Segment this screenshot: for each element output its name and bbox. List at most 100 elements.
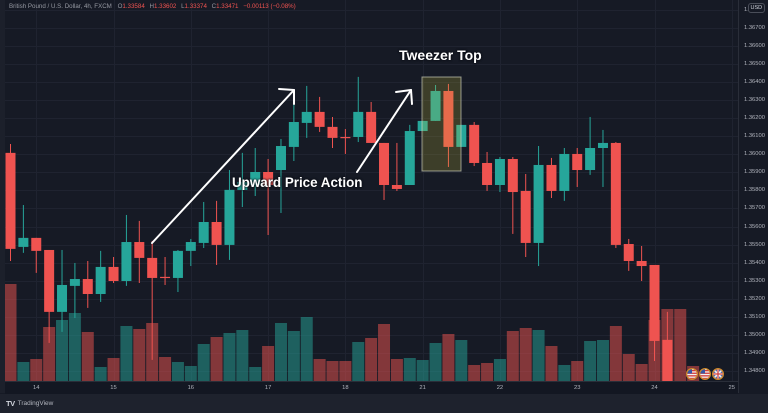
volume-bar <box>455 340 468 381</box>
volume-bar <box>197 344 210 381</box>
candle[interactable] <box>366 101 377 143</box>
candle[interactable] <box>443 83 454 167</box>
candle[interactable] <box>69 262 80 319</box>
candle[interactable] <box>585 116 596 175</box>
candle[interactable] <box>391 142 402 191</box>
us-flag-icon[interactable] <box>685 368 698 381</box>
uk-flag-icon[interactable] <box>711 368 724 381</box>
candle-body <box>18 237 29 247</box>
candle[interactable] <box>507 157 518 234</box>
candle[interactable] <box>147 240 158 360</box>
uptrend-arrow-2[interactable] <box>356 89 413 173</box>
candle[interactable] <box>430 85 441 121</box>
candle[interactable] <box>469 122 480 167</box>
candle[interactable] <box>5 144 16 261</box>
candle[interactable] <box>263 159 274 235</box>
candle[interactable] <box>379 142 390 200</box>
candle[interactable] <box>597 129 608 187</box>
candle[interactable] <box>82 260 93 308</box>
volume-bar <box>184 366 197 381</box>
candle[interactable] <box>275 138 286 213</box>
candle[interactable] <box>185 238 196 267</box>
candle[interactable] <box>353 76 364 143</box>
volume-bar <box>30 359 43 381</box>
upward-price-action-label[interactable]: Upward Price Action <box>232 175 363 190</box>
candle[interactable] <box>108 257 119 283</box>
candle[interactable] <box>44 249 55 343</box>
candle[interactable] <box>57 249 68 332</box>
candle[interactable] <box>340 129 351 154</box>
symbol-title[interactable]: British Pound / U.S. Dollar, 4h, FXCM <box>9 3 112 10</box>
symbol-legend[interactable]: British Pound / U.S. Dollar, 4h, FXCM O1… <box>9 3 296 11</box>
volume-bar <box>171 362 184 381</box>
candle[interactable] <box>404 124 415 185</box>
candle[interactable] <box>533 146 544 267</box>
candle-body <box>95 266 106 295</box>
volume-bar <box>622 354 635 381</box>
candle[interactable] <box>250 147 261 197</box>
tradingview-brand[interactable]: TV TradingView <box>6 399 53 408</box>
volume-bar <box>262 346 275 381</box>
candle[interactable] <box>610 142 621 248</box>
candle[interactable] <box>211 200 222 265</box>
candle[interactable] <box>520 173 531 258</box>
time-tick-label: 18 <box>342 385 349 391</box>
price-axis[interactable]: 1.34800 1.34900 1.35000 1.35100 1.35200 1.353… <box>738 0 768 393</box>
candle[interactable] <box>301 85 312 138</box>
volume-bar <box>313 359 326 381</box>
price-tick-label: 1.35500 <box>744 241 765 248</box>
candle[interactable] <box>121 214 132 286</box>
candle-body <box>340 136 351 139</box>
candle-body <box>211 221 222 245</box>
candle[interactable] <box>198 201 209 248</box>
candle[interactable] <box>572 147 583 187</box>
candle[interactable] <box>327 116 338 148</box>
candle[interactable] <box>649 264 660 361</box>
candle[interactable] <box>18 205 29 253</box>
candle[interactable] <box>288 101 299 161</box>
candle-body <box>494 159 505 185</box>
time-tick-label: 14 <box>33 385 40 391</box>
candlestick-series <box>5 76 673 389</box>
close-value: 1.33471 <box>216 3 239 10</box>
candle[interactable] <box>237 152 248 208</box>
candle[interactable] <box>662 311 673 389</box>
volume-bar <box>674 309 687 381</box>
candle[interactable] <box>95 250 106 302</box>
volume-bar <box>416 360 429 381</box>
price-tick-label: 1.35700 <box>744 205 765 212</box>
tweezer-top-highlight-box[interactable] <box>421 76 462 172</box>
candle-body <box>5 152 16 249</box>
candle[interactable] <box>134 220 145 283</box>
candle-body <box>417 120 428 132</box>
time-tick-label: 16 <box>187 385 195 391</box>
candle-body <box>172 250 183 278</box>
candle[interactable] <box>494 157 505 193</box>
candle[interactable] <box>314 96 325 132</box>
time-axis[interactable]: 14 15 16 17 18 21 22 23 24 25 <box>5 381 738 394</box>
candle[interactable] <box>160 257 171 285</box>
uptrend-arrow-1[interactable] <box>151 88 295 244</box>
footer-bar: TV TradingView <box>0 394 768 413</box>
candle[interactable] <box>31 237 42 273</box>
candle[interactable] <box>546 157 557 198</box>
tweezer-top-label[interactable]: Tweezer Top <box>399 47 482 63</box>
candle[interactable] <box>172 249 183 293</box>
currency-badge[interactable]: USD <box>748 3 765 13</box>
volume-bar <box>94 367 107 381</box>
candle[interactable] <box>623 238 634 271</box>
price-tick-label: 1.36000 <box>744 151 765 158</box>
price-tick-label: 1.36400 <box>744 79 765 86</box>
candle[interactable] <box>636 245 647 282</box>
price-tick-label: 1.36300 <box>744 97 765 104</box>
us-flag-icon[interactable] <box>698 368 711 381</box>
candle[interactable] <box>417 120 428 132</box>
candle[interactable] <box>224 170 235 260</box>
candle[interactable] <box>482 151 493 191</box>
volume-bar <box>532 330 545 381</box>
price-tick-label: 1.36700 <box>744 24 765 31</box>
time-tick-label: 23 <box>573 385 581 391</box>
candle[interactable] <box>559 147 570 201</box>
